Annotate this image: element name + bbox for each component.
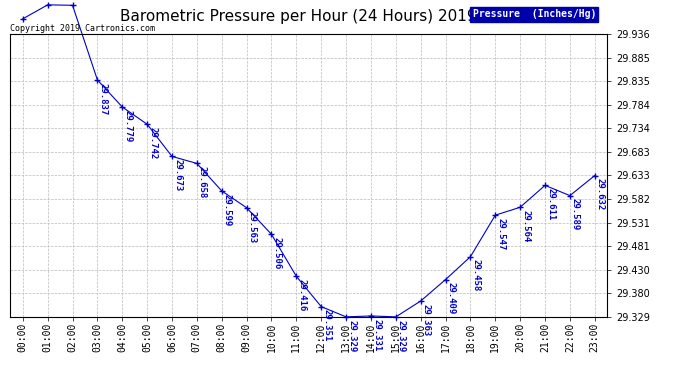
Text: 29.363: 29.363 (422, 304, 431, 336)
Text: 29.589: 29.589 (571, 198, 580, 231)
Text: 29.837: 29.837 (99, 83, 108, 115)
Text: 29.599: 29.599 (223, 194, 232, 226)
Text: 29.779: 29.779 (124, 110, 132, 142)
Text: 29.329: 29.329 (397, 320, 406, 352)
Text: 29.632: 29.632 (596, 178, 605, 211)
Text: 29.742: 29.742 (148, 127, 157, 159)
Text: 29.611: 29.611 (546, 188, 555, 220)
Text: Copyright 2019 Cartronics.com: Copyright 2019 Cartronics.com (10, 24, 155, 33)
Text: 29.564: 29.564 (521, 210, 530, 242)
Text: 29.409: 29.409 (446, 282, 455, 315)
Text: 29.968: 29.968 (0, 374, 1, 375)
Text: 29.997: 29.997 (0, 374, 1, 375)
Text: 29.563: 29.563 (248, 210, 257, 243)
Text: 29.658: 29.658 (198, 166, 207, 198)
Text: 29.458: 29.458 (471, 260, 480, 292)
Text: 29.998: 29.998 (0, 374, 1, 375)
Text: 29.547: 29.547 (496, 218, 505, 250)
Text: 29.506: 29.506 (273, 237, 282, 269)
Text: 29.331: 29.331 (372, 319, 381, 351)
Text: 29.329: 29.329 (347, 320, 356, 352)
Text: Barometric Pressure per Hour (24 Hours) 20190107: Barometric Pressure per Hour (24 Hours) … (120, 9, 515, 24)
Text: 29.673: 29.673 (173, 159, 182, 192)
Text: Pressure  (Inches/Hg): Pressure (Inches/Hg) (473, 9, 596, 20)
Text: 29.351: 29.351 (322, 309, 331, 342)
Text: 29.416: 29.416 (297, 279, 306, 311)
